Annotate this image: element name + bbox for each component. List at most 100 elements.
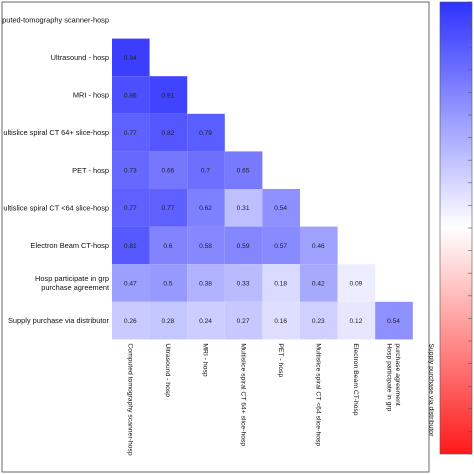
heatmap-cells: [112, 38, 413, 340]
cell-value-label: 0.24: [199, 318, 212, 325]
svg-text:Computed tomography scanner-ho: Computed tomography scanner-hosp: [127, 343, 134, 455]
cell-value-label: 0.26: [124, 318, 137, 325]
heatmap-cell: [112, 38, 150, 77]
cell-value-label: 0.79: [199, 130, 212, 137]
heatmap-cell: [149, 301, 188, 340]
cell-value-label: 0.54: [387, 318, 400, 325]
cell-value-label: 0.59: [237, 243, 250, 250]
cell-value-label: 0.18: [274, 280, 287, 287]
cell-value-label: 0.73: [124, 168, 137, 175]
cell-value-label: 0.82: [161, 130, 174, 137]
colorbar-ticks: [468, 1, 472, 455]
heatmap-cell: [112, 76, 150, 114]
svg-text:Multislice spiral CT <64 slice: Multislice spiral CT <64 slice-hosp: [315, 343, 322, 446]
cell-value-label: 0.23: [312, 318, 325, 325]
row-label: PET - hosp: [72, 166, 109, 175]
heatmap-cell: [187, 113, 225, 152]
row-label: ultislice spiral CT 64+ slice-hosp: [3, 128, 109, 137]
heatmap-cell: [224, 301, 263, 340]
heatmap-cell: [187, 189, 225, 227]
heatmap-cell: [262, 189, 300, 227]
heatmap-cell: [337, 301, 376, 340]
cell-value-label: 0.62: [199, 205, 212, 212]
column-label: Supply purchase via distributor: [427, 343, 434, 437]
heatmap-value-labels: 0.94 0.86 0.91 0.77 0.82 0.79 0.73 0.66 0.7 0.65 0…: [124, 55, 400, 325]
cell-value-label: 0.54: [274, 205, 287, 212]
svg-text:MRI - hosp: MRI - hosp: [202, 343, 209, 376]
heatmap-cell: [112, 113, 150, 152]
cell-value-label: 0.38: [199, 280, 212, 287]
heatmap-cell: [149, 189, 188, 227]
cell-value-label: 0.6: [163, 243, 172, 250]
heatmap-cell: [300, 301, 338, 340]
heatmap-cell: [149, 264, 188, 302]
heatmap-cell: [224, 151, 263, 189]
column-label: Hosp participate in grp purchase agreemen…: [385, 343, 401, 411]
column-label: Multislice spiral CT 64+ slice-hosp: [239, 343, 246, 446]
row-label: Electron Beam CT-hosp: [31, 241, 109, 250]
heatmap-cell: [224, 264, 263, 302]
heatmap-cell: [187, 151, 225, 189]
row-label: puted-tomography scanner-hosp: [2, 15, 109, 24]
column-label: Ultrasound - hosp: [164, 343, 171, 397]
heatmap-cell: [224, 226, 263, 265]
column-label: Electron Beam CT-hosp: [352, 343, 359, 415]
svg-text:Supply purchase via distributo: Supply purchase via distributor: [427, 343, 434, 437]
heatmap-cell: [149, 76, 188, 114]
cell-value-label: 0.46: [312, 243, 325, 250]
cell-value-label: 0.86: [124, 92, 137, 99]
column-label: Computed tomography scanner-hosp: [127, 343, 134, 455]
cell-value-label: 0.7: [201, 168, 210, 175]
cell-value-label: 0.09: [349, 280, 362, 287]
cell-value-label: 0.31: [237, 205, 250, 212]
cell-value-label: 0.27: [237, 318, 250, 325]
heatmap-cell: [149, 226, 188, 265]
cell-value-label: 0.77: [124, 130, 137, 137]
heatmap-cell: [112, 226, 150, 265]
heatmap-cell: [112, 264, 150, 302]
cell-value-label: 0.77: [124, 205, 137, 212]
plot-frame: [1, 1, 430, 473]
cell-value-label: 0.28: [161, 318, 174, 325]
heatmap-cell: [112, 151, 150, 189]
column-label: PET - hosp: [277, 343, 284, 377]
svg-text:Multislice spiral CT 64+ slice: Multislice spiral CT 64+ slice-hosp: [239, 343, 246, 446]
cell-value-label: 0.47: [124, 280, 137, 287]
heatmap-cell: [112, 189, 150, 227]
heatmap-cell: [262, 226, 300, 265]
svg-text:Electron Beam CT-hosp: Electron Beam CT-hosp: [352, 343, 359, 415]
heatmap-cell: [262, 264, 300, 302]
svg-text:PET - hosp: PET - hosp: [277, 343, 284, 377]
row-label: ultislice spiral CT <64 slice-hosp: [3, 203, 109, 212]
cell-value-label: 0.65: [237, 168, 250, 175]
heatmap-cell: [224, 189, 263, 227]
heatmap-cell: [300, 264, 338, 302]
cell-value-label: 0.66: [161, 168, 174, 175]
cell-value-label: 0.91: [161, 92, 174, 99]
heatmap-cell: [112, 301, 150, 340]
cell-value-label: 0.33: [237, 280, 250, 287]
cell-value-label: 0.58: [199, 243, 212, 250]
heatmap-cell: [149, 151, 188, 189]
cell-value-label: 0.77: [161, 205, 174, 212]
heatmap-cell: [187, 264, 225, 302]
heatmap-cell: [262, 301, 300, 340]
row-label: MRI - hosp: [73, 91, 109, 100]
column-label: Multislice spiral CT <64 slice-hosp: [315, 343, 322, 446]
heatmap-cell: [149, 113, 188, 152]
heatmap-cell: [375, 301, 413, 340]
cell-value-label: 0.12: [349, 318, 362, 325]
colorbar: [439, 1, 473, 455]
row-labels: puted-tomography scanner-hosp Ultrasound …: [2, 15, 109, 325]
row-label: Hosp participate in grp purchase agreemen…: [35, 274, 109, 292]
heatmap-cell: [337, 264, 376, 302]
svg-text:Ultrasound - hosp: Ultrasound - hosp: [164, 343, 171, 397]
heatmap-cell: [300, 226, 338, 265]
row-label: Ultrasound - hosp: [51, 53, 109, 62]
column-labels: Computed tomography scanner-hosp Ultrasou…: [127, 343, 435, 455]
row-label: Supply purchase via distributor: [8, 316, 110, 325]
cell-value-label: 0.42: [312, 280, 325, 287]
cell-value-label: 0.57: [274, 243, 287, 250]
